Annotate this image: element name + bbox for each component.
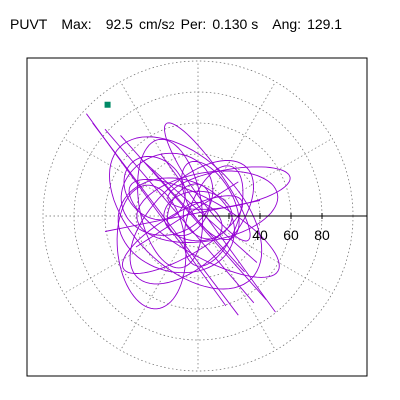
orbit-trace	[86, 113, 291, 316]
grid-spoke	[213, 242, 276, 351]
orbit-stroke	[104, 128, 255, 304]
orbit-loop	[116, 184, 187, 310]
peak-marker	[104, 101, 111, 108]
grid-spoke	[120, 81, 183, 190]
component-label: PUVT	[10, 16, 48, 32]
ang-label: Ang:	[272, 16, 302, 32]
peak-marker-group	[104, 101, 111, 108]
orbit-stroke	[151, 169, 245, 273]
radial-tick-label: 40	[252, 227, 268, 243]
orbit-loop	[181, 160, 240, 241]
orbit-loop	[166, 183, 211, 237]
orbit-loop	[120, 152, 214, 236]
grid-spoke	[63, 138, 172, 201]
orbit-loop	[123, 155, 186, 221]
orbit-stroke	[141, 159, 258, 263]
radial-axis: 40 60 80	[198, 213, 367, 243]
orbit-loop	[164, 122, 251, 242]
max-unit: cm/s	[138, 16, 169, 32]
orbit-loop	[167, 166, 291, 210]
grid-spoke	[224, 231, 333, 294]
orbit-loop	[128, 178, 280, 278]
per-value: 0.130 s	[212, 16, 259, 32]
max-label: Max:	[61, 16, 92, 32]
grid-spoke	[63, 231, 172, 294]
radial-tick-label: 80	[314, 227, 330, 243]
grid-spoke	[120, 242, 183, 351]
orbit-stroke	[104, 200, 261, 232]
orbit-stroke	[160, 153, 276, 313]
orbit-loop	[183, 165, 244, 267]
plot-header: PUVT Max: 92.5 cm/s 2 Per: 0.130 s Ang: 1…	[10, 16, 343, 32]
max-value: 92.5	[105, 16, 133, 32]
radial-tick-label: 60	[283, 227, 299, 243]
orbit-stroke	[135, 181, 239, 248]
ang-value: 129.1	[307, 16, 343, 32]
orbit-loop	[117, 177, 235, 274]
orbit-loop	[137, 138, 204, 269]
plot-frame	[26, 57, 368, 377]
per-label: Per:	[180, 16, 207, 32]
orbit-loop	[129, 160, 254, 285]
